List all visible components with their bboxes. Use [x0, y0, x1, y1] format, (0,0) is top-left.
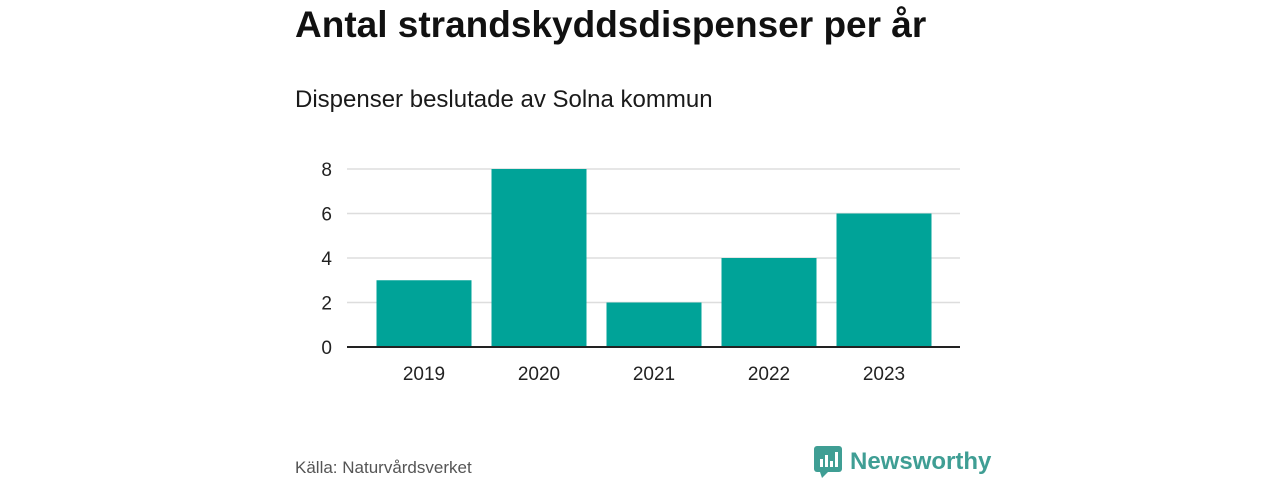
bar-2022 — [721, 258, 817, 347]
y-tick-label: 4 — [321, 249, 332, 270]
y-tick-label: 0 — [321, 338, 332, 359]
brand-name: Newsworthy — [850, 448, 992, 475]
bar-2019 — [376, 280, 472, 347]
y-axis-ticks: 0 2 4 6 8 — [321, 160, 332, 359]
chart-subtitle: Dispenser beslutade av Solna kommun — [295, 86, 713, 113]
source-note: Källa: Naturvårdsverket — [295, 458, 472, 477]
bar-2021 — [606, 302, 702, 347]
bar-2020 — [491, 169, 587, 347]
x-tick-label: 2022 — [748, 364, 790, 385]
x-tick-label: 2020 — [518, 364, 560, 385]
x-axis-ticks: 2019 2020 2021 2022 2023 — [403, 364, 905, 385]
y-tick-label: 6 — [321, 205, 332, 226]
x-tick-label: 2023 — [863, 364, 905, 385]
y-tick-label: 2 — [321, 294, 332, 315]
brand-logo: Newsworthy — [814, 446, 991, 478]
bar-2023 — [836, 213, 932, 347]
bars — [376, 169, 932, 347]
chart-title: Antal strandskyddsdispenser per år — [295, 4, 927, 45]
bar-chart-speech-bubble-icon — [814, 446, 842, 478]
x-tick-label: 2021 — [633, 364, 675, 385]
x-tick-label: 2019 — [403, 364, 445, 385]
y-tick-label: 8 — [321, 160, 332, 181]
